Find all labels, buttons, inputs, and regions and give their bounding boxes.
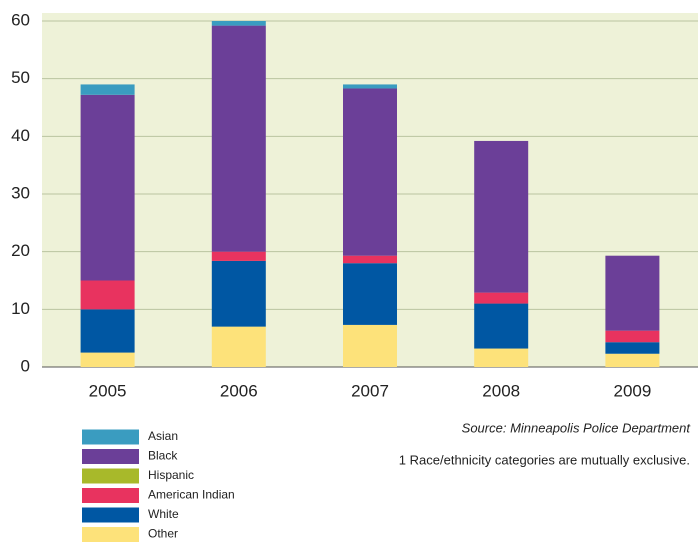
x-tick-label: 2009 [613, 381, 651, 400]
bar-segment [474, 140, 529, 293]
x-tick-label: 2005 [89, 381, 127, 400]
y-tick-label: 50 [11, 68, 30, 87]
y-tick-label: 20 [11, 241, 30, 260]
bar-segment [474, 292, 529, 304]
y-tick-label: 0 [21, 356, 30, 375]
bar-segment [211, 326, 266, 367]
legend-label: Other [148, 527, 178, 541]
y-tick-label: 60 [11, 10, 30, 29]
legend-swatch [82, 507, 139, 523]
legend-swatch [82, 488, 139, 503]
bar-segment [474, 303, 529, 349]
y-tick-label: 30 [11, 183, 30, 202]
legend-label: Asian [148, 429, 178, 443]
x-tick-label: 2006 [220, 381, 258, 400]
legend-label: Hispanic [148, 468, 194, 482]
bar-segment [605, 353, 660, 367]
bar-segment [343, 263, 397, 325]
legend-label: White [148, 507, 179, 521]
bar-segment [80, 352, 135, 367]
footnote: 1 Race/ethnicity categories are mutually… [399, 452, 690, 467]
bar-segment [211, 21, 266, 26]
y-tick-label: 40 [11, 126, 30, 145]
bar-segment [80, 84, 135, 95]
legend-label: American Indian [148, 488, 235, 502]
bar-segment [211, 260, 266, 327]
bar-segment [605, 342, 660, 354]
y-tick-label: 10 [11, 299, 30, 318]
bar-segment [343, 255, 397, 264]
legend-swatch [82, 429, 139, 445]
bar-segment [80, 94, 135, 281]
legend-label: Black [148, 449, 178, 463]
bar-segment [80, 309, 135, 353]
bar-segment [343, 88, 397, 256]
bar-segment [80, 280, 135, 310]
bar-segment [343, 84, 397, 89]
legend-swatch [82, 468, 139, 484]
bar-segment [605, 255, 660, 331]
x-tick-label: 2008 [482, 381, 520, 400]
legend-swatch [82, 527, 139, 542]
bar-segment [211, 251, 266, 261]
bar-segment [211, 25, 266, 252]
bar-segment [343, 324, 397, 367]
bar-segment [605, 330, 660, 343]
legend-swatch [82, 449, 139, 464]
bar-segment [474, 348, 529, 367]
source: Source: Minneapolis Police Department [462, 420, 692, 435]
x-tick-label: 2007 [351, 381, 389, 400]
